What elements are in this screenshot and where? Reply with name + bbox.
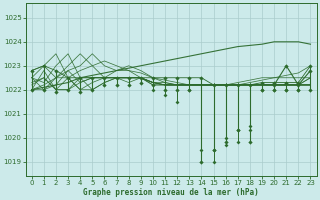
X-axis label: Graphe pression niveau de la mer (hPa): Graphe pression niveau de la mer (hPa)	[83, 188, 259, 197]
